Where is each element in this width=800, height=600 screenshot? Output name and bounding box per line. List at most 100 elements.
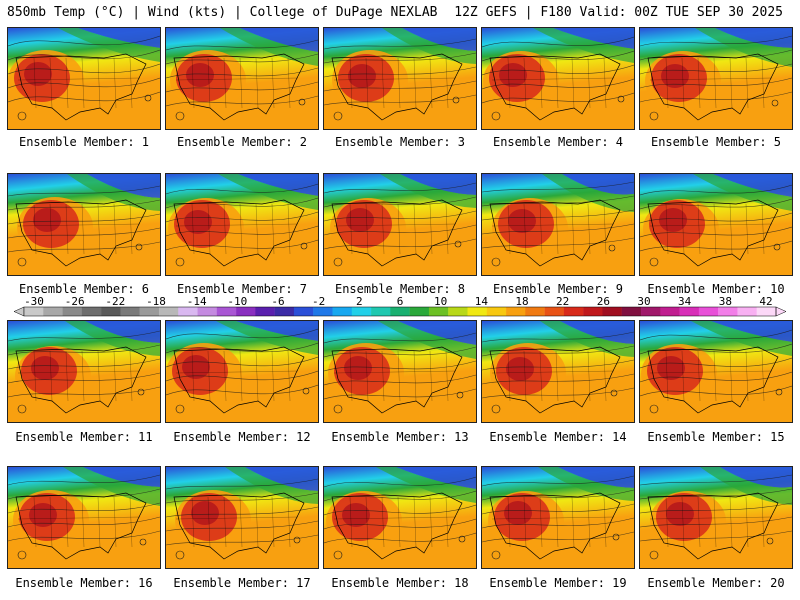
colorbar-tick-label: -18	[146, 296, 166, 308]
colorbar-swatch	[428, 307, 449, 316]
ensemble-member-map	[7, 466, 161, 569]
colorbar-swatch	[197, 307, 218, 316]
colorbar-swatch	[371, 307, 391, 316]
colorbar-swatch	[313, 307, 333, 316]
colorbar-swatch	[81, 307, 102, 316]
ensemble-member-map	[481, 173, 635, 276]
colorbar-tick-label: 6	[397, 296, 404, 308]
ensemble-member-label: Ensemble Member: 16	[15, 576, 153, 590]
colorbar-swatch	[525, 307, 545, 316]
ensemble-member-label: Ensemble Member: 13	[331, 430, 469, 444]
colorbar-swatch	[390, 307, 410, 316]
ensemble-member-label: Ensemble Member: 12	[173, 430, 311, 444]
colorbar-tick-label: -10	[227, 296, 247, 308]
colorbar-tick-label: 42	[759, 296, 772, 308]
colorbar-swatch	[178, 307, 198, 316]
colorbar-swatch	[139, 307, 160, 316]
colorbar-swatch	[274, 307, 295, 316]
colorbar-swatch	[409, 307, 430, 316]
ensemble-member-map	[323, 173, 477, 276]
ensemble-member-map	[639, 320, 793, 423]
colorbar-swatch	[467, 307, 487, 316]
ensemble-member-label: Ensemble Member: 3	[334, 135, 466, 149]
ensemble-member-label: Ensemble Member: 4	[492, 135, 624, 149]
colorbar-swatch	[679, 307, 700, 316]
ensemble-member-map	[7, 173, 161, 276]
colorbar-tick-label: -22	[105, 296, 125, 308]
colorbar-swatch	[24, 307, 44, 316]
colorbar-swatch	[660, 307, 680, 316]
ensemble-member-map	[323, 320, 477, 423]
colorbar-arrow-left	[13, 306, 25, 317]
ensemble-member-label: Ensemble Member: 11	[15, 430, 153, 444]
ensemble-member-map	[165, 466, 319, 569]
ensemble-member-label: Ensemble Member: 20	[647, 576, 785, 590]
colorbar-swatch	[236, 307, 256, 316]
colorbar-swatch	[255, 307, 275, 316]
colorbar-tick-label: 10	[434, 296, 447, 308]
temperature-colorbar: -30 -26 -22 -18 -14 -10 -6 -2 2 6 10 14 18 22 26 30 34 38…	[0, 296, 800, 318]
ensemble-member-map	[165, 173, 319, 276]
ensemble-member-label: Ensemble Member: 1	[18, 135, 150, 149]
ensemble-member-label: Ensemble Member: 5	[650, 135, 782, 149]
colorbar-swatch	[583, 307, 603, 316]
ensemble-member-label: Ensemble Member: 8	[334, 282, 466, 296]
ensemble-member-map	[165, 320, 319, 423]
ensemble-member-label: Ensemble Member: 7	[176, 282, 308, 296]
colorbar-tick-label: 30	[637, 296, 650, 308]
colorbar-tick-label: -2	[312, 296, 325, 308]
colorbar-swatch	[216, 307, 237, 316]
colorbar-tick-label: 26	[597, 296, 610, 308]
colorbar-swatch	[698, 307, 719, 316]
ensemble-member-label: Ensemble Member: 19	[489, 576, 627, 590]
colorbar-swatch	[332, 307, 352, 316]
colorbar-tick-label: 2	[356, 296, 363, 308]
ensemble-member-map	[481, 320, 635, 423]
colorbar-tick-label: 18	[515, 296, 528, 308]
colorbar-swatch	[62, 307, 83, 316]
colorbar-swatch	[602, 307, 622, 316]
colorbar-tick-label: -26	[65, 296, 85, 308]
colorbar-swatch	[544, 307, 565, 316]
ensemble-member-label: Ensemble Member: 10	[647, 282, 785, 296]
ensemble-member-map	[481, 466, 635, 569]
ensemble-member-map	[639, 173, 793, 276]
ensemble-member-label: Ensemble Member: 14	[489, 430, 627, 444]
ensemble-member-label: Ensemble Member: 15	[647, 430, 785, 444]
ensemble-member-label: Ensemble Member: 17	[173, 576, 311, 590]
colorbar-swatch	[756, 307, 777, 316]
ensemble-member-map	[323, 466, 477, 569]
ensemble-member-map	[481, 27, 635, 130]
colorbar-swatch	[737, 307, 757, 316]
colorbar-swatch	[563, 307, 584, 316]
colorbar-tick-label: 14	[475, 296, 489, 308]
colorbar-swatch	[641, 307, 661, 316]
colorbar-swatch	[120, 307, 140, 316]
colorbar-swatch	[621, 307, 642, 316]
colorbar-swatch	[158, 307, 179, 316]
colorbar-tick-label: 22	[556, 296, 569, 308]
ensemble-member-map	[639, 466, 793, 569]
colorbar-tick-label: -6	[271, 296, 284, 308]
run-valid-time: 12Z GEFS | F180 Valid: 00Z TUE SEP 30 20…	[454, 5, 783, 20]
colorbar-swatch	[101, 307, 121, 316]
ensemble-member-map	[323, 27, 477, 130]
colorbar-swatch	[486, 307, 507, 316]
ensemble-member-label: Ensemble Member: 9	[492, 282, 624, 296]
ensemble-member-label: Ensemble Member: 2	[176, 135, 308, 149]
colorbar-swatch	[293, 307, 314, 316]
colorbar-tick-label: -30	[24, 296, 44, 308]
ensemble-member-map	[165, 27, 319, 130]
colorbar-swatch	[448, 307, 468, 316]
ensemble-member-map	[639, 27, 793, 130]
colorbar-tick-label: 34	[678, 296, 692, 308]
chart-title: 850mb Temp (°C) | Wind (kts) | College o…	[7, 5, 438, 20]
colorbar-swatch	[43, 307, 63, 316]
ensemble-member-map	[7, 320, 161, 423]
ensemble-member-map	[7, 27, 161, 130]
colorbar-swatch	[351, 307, 372, 316]
colorbar-tick-label: 38	[719, 296, 732, 308]
ensemble-member-label: Ensemble Member: 18	[331, 576, 469, 590]
colorbar-swatch	[718, 307, 738, 316]
colorbar-arrow-right	[775, 306, 787, 317]
